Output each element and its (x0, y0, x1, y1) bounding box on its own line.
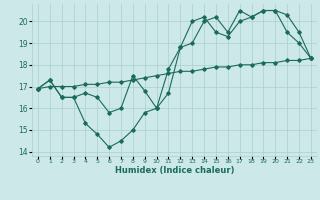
X-axis label: Humidex (Indice chaleur): Humidex (Indice chaleur) (115, 166, 234, 175)
